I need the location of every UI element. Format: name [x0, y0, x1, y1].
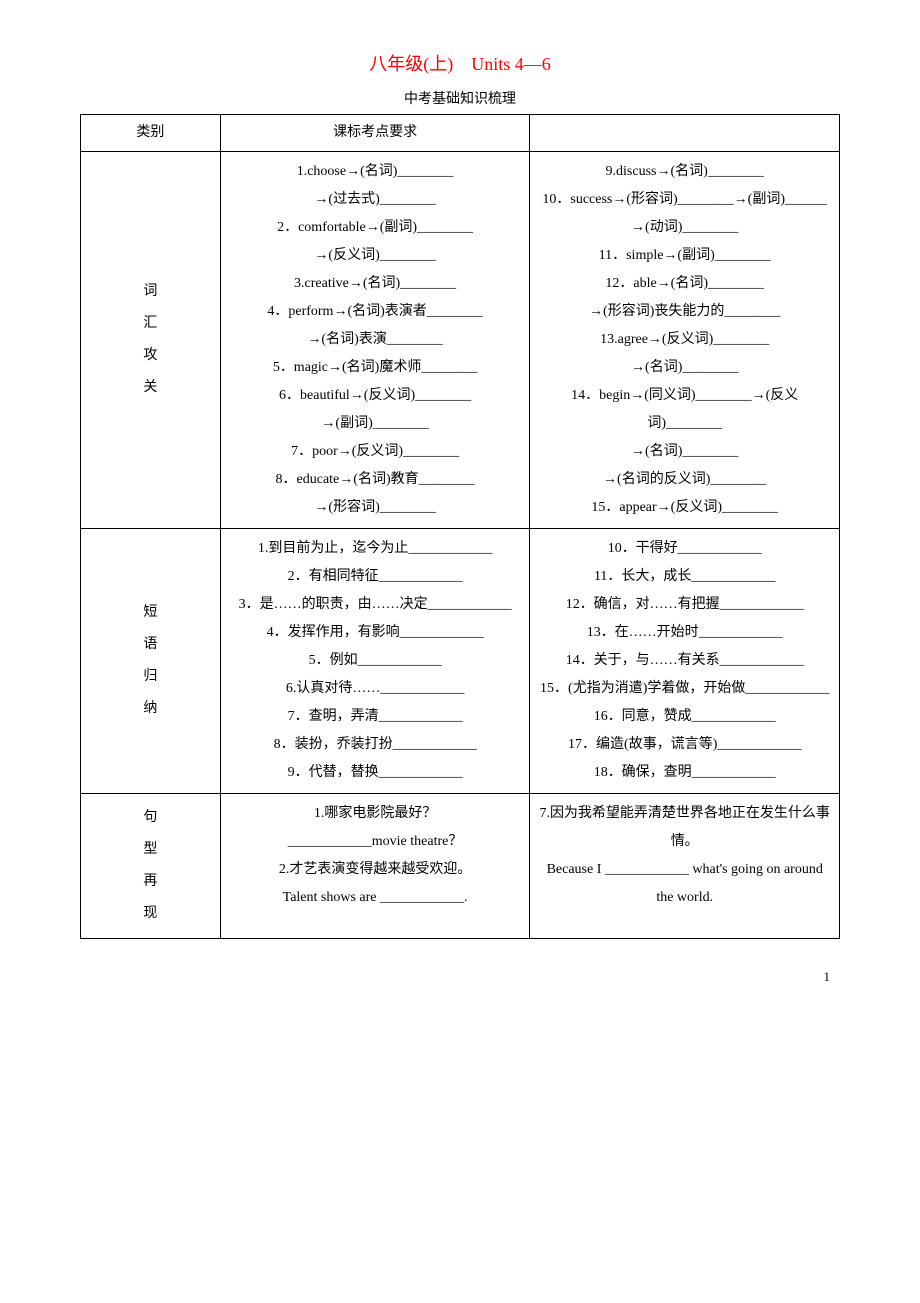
vocab-item: 12．able→(名词)________	[538, 270, 831, 298]
phrase-item: 12．确信，对……有把握____________	[538, 591, 831, 619]
phrase-item: 17．编造(故事，谎言等)____________	[538, 731, 831, 759]
vocab-left-cell: 1.choose→(名词)________ →(过去式)________ 2．c…	[220, 152, 530, 529]
vocab-item: 8．educate→(名词)教育________	[229, 466, 522, 494]
vocab-row: 词 汇 攻 关 1.choose→(名词)________ →(过去式)____…	[81, 152, 840, 529]
vocab-label: 词	[89, 278, 212, 306]
content-table: 类别 课标考点要求 词 汇 攻 关 1.choose→(名词)________ …	[80, 114, 840, 939]
header-empty	[530, 115, 840, 152]
vocab-item: 15．appear→(反义词)________	[538, 494, 831, 522]
vocab-item: →(名词)________	[538, 438, 831, 466]
vocab-item: 7．poor→(反义词)________	[229, 438, 522, 466]
vocab-item: →(名词)表演________	[229, 326, 522, 354]
vocab-item: →(副词)________	[229, 410, 522, 438]
vocab-item: →(名词的反义词)________	[538, 466, 831, 494]
vocab-label: 关	[89, 374, 212, 402]
phrase-label: 语	[89, 631, 212, 659]
phrase-item: 4．发挥作用，有影响____________	[229, 619, 522, 647]
sentence-row: 句 型 再 现 1.哪家电影院最好？ ____________movie the…	[81, 794, 840, 939]
vocab-item: 1.choose→(名词)________	[229, 158, 522, 186]
sentence-label: 再	[89, 868, 212, 896]
phrase-row: 短 语 归 纳 1.到目前为止，迄今为止____________ 2．有相同特征…	[81, 529, 840, 794]
sentence-item: Talent shows are ____________.	[229, 884, 522, 912]
sentence-category-cell: 句 型 再 现	[81, 794, 221, 939]
phrase-item: 9．代替，替换____________	[229, 759, 522, 787]
phrase-item: 15．(尤指为消遣)学着做，开始做____________	[538, 675, 831, 703]
sentence-right-cell: 7.因为我希望能弄清楚世界各地正在发生什么事情。 Because I _____…	[530, 794, 840, 939]
sentence-left-cell: 1.哪家电影院最好？ ____________movie theatre？ 2.…	[220, 794, 530, 939]
phrase-item: 10．干得好____________	[538, 535, 831, 563]
vocab-item: 2．comfortable→(副词)________	[229, 214, 522, 242]
sentence-label: 句	[89, 804, 212, 832]
vocab-item: →(反义词)________	[229, 242, 522, 270]
vocab-item: 4．perform→(名词)表演者________	[229, 298, 522, 326]
sentence-label: 型	[89, 836, 212, 864]
phrase-right-cell: 10．干得好____________ 11．长大，成长____________ …	[530, 529, 840, 794]
vocab-item: 14．begin→(同义词)________→(反义词)________	[538, 382, 831, 438]
phrase-item: 3．是……的职责，由……决定____________	[229, 591, 522, 619]
sentence-item: ____________movie theatre？	[229, 828, 522, 856]
sentence-item: 1.哪家电影院最好？	[229, 800, 522, 828]
phrase-item: 5．例如____________	[229, 647, 522, 675]
vocab-item: 6．beautiful→(反义词)________	[229, 382, 522, 410]
phrase-item: 16．同意，赞成____________	[538, 703, 831, 731]
vocab-label: 汇	[89, 310, 212, 338]
phrase-label: 归	[89, 663, 212, 691]
vocab-item: →(形容词)丧失能力的________	[538, 298, 831, 326]
header-requirement: 课标考点要求	[220, 115, 530, 152]
table-header-row: 类别 课标考点要求	[81, 115, 840, 152]
phrase-label: 纳	[89, 695, 212, 723]
phrase-item: 2．有相同特征____________	[229, 563, 522, 591]
phrase-item: 7．查明，弄清____________	[229, 703, 522, 731]
vocab-item: →(名词)________	[538, 354, 831, 382]
phrase-item: 18．确保，查明____________	[538, 759, 831, 787]
header-category: 类别	[81, 115, 221, 152]
page-container: 八年级(上) Units 4—6 中考基础知识梳理 类别 课标考点要求 词 汇 …	[80, 50, 840, 985]
phrase-item: 13．在……开始时____________	[538, 619, 831, 647]
page-subtitle: 中考基础知识梳理	[80, 88, 840, 108]
phrase-left-cell: 1.到目前为止，迄今为止____________ 2．有相同特征________…	[220, 529, 530, 794]
vocab-item: 13.agree→(反义词)________	[538, 326, 831, 354]
vocab-label: 攻	[89, 342, 212, 370]
vocab-item: 3.creative→(名词)________	[229, 270, 522, 298]
phrase-category-cell: 短 语 归 纳	[81, 529, 221, 794]
sentence-item: 2.才艺表演变得越来越受欢迎。	[229, 856, 522, 884]
phrase-label: 短	[89, 599, 212, 627]
vocab-item: 5．magic→(名词)魔术师________	[229, 354, 522, 382]
vocab-item: 11．simple→(副词)________	[538, 242, 831, 270]
vocab-item: →(过去式)________	[229, 186, 522, 214]
vocab-right-cell: 9.discuss→(名词)________ 10．success→(形容词)_…	[530, 152, 840, 529]
sentence-item: Because I ____________ what's going on a…	[538, 856, 831, 912]
vocab-item: →(动词)________	[538, 214, 831, 242]
page-title: 八年级(上) Units 4—6	[80, 50, 840, 76]
phrase-item: 6.认真对待……____________	[229, 675, 522, 703]
phrase-item: 11．长大，成长____________	[538, 563, 831, 591]
vocab-item: 10．success→(形容词)________→(副词)______	[538, 186, 831, 214]
sentence-item: 7.因为我希望能弄清楚世界各地正在发生什么事情。	[538, 800, 831, 856]
sentence-label: 现	[89, 900, 212, 928]
page-number: 1	[80, 969, 840, 985]
vocab-item: 9.discuss→(名词)________	[538, 158, 831, 186]
vocab-category-cell: 词 汇 攻 关	[81, 152, 221, 529]
phrase-item: 14．关于，与……有关系____________	[538, 647, 831, 675]
phrase-item: 1.到目前为止，迄今为止____________	[229, 535, 522, 563]
vocab-item: →(形容词)________	[229, 494, 522, 522]
phrase-item: 8．装扮，乔装打扮____________	[229, 731, 522, 759]
